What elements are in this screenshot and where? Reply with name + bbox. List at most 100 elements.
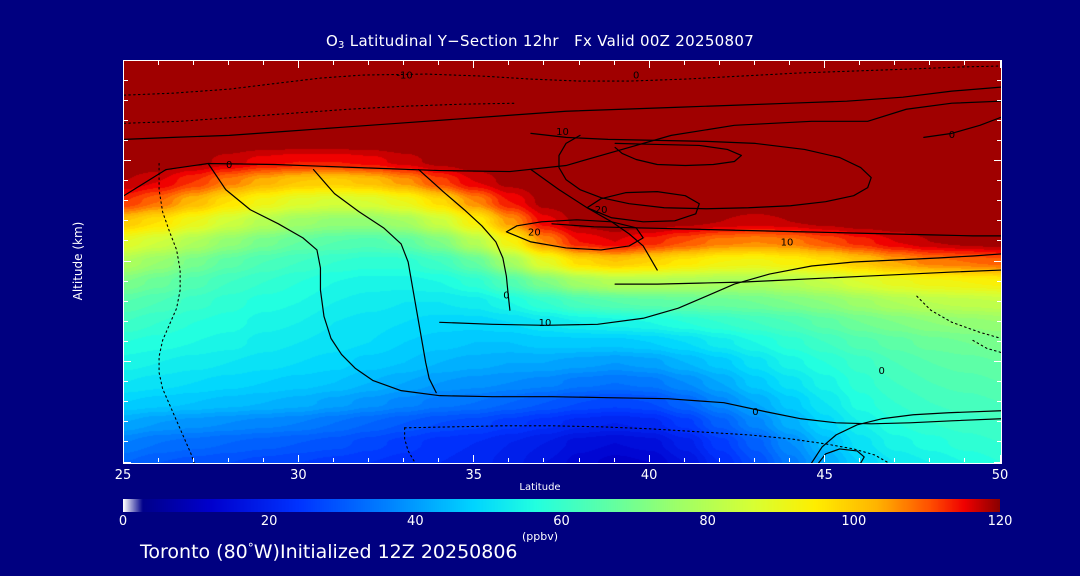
contour-line <box>439 253 1001 326</box>
contour-label: 20 <box>528 227 541 238</box>
x-minor-tick <box>508 458 510 462</box>
y-minor-tick <box>124 200 128 202</box>
contour-line <box>530 168 658 271</box>
contour-line <box>124 86 1001 140</box>
colorbar-tick-label: 0 <box>118 514 128 529</box>
x-minor-tick <box>859 458 861 462</box>
title-species: O <box>325 32 339 50</box>
colorbar-tick-label: 20 <box>260 514 278 529</box>
contour-label: 0 <box>633 71 639 82</box>
y-major-tick <box>124 260 131 262</box>
contour-label: 10 <box>539 318 552 329</box>
contour-label: 10 <box>781 237 794 248</box>
x-minor-tick-top <box>859 61 861 65</box>
contour-line <box>404 427 416 463</box>
contour-label: -10 <box>396 71 412 82</box>
x-minor-tick <box>368 458 370 462</box>
x-minor-tick-top <box>683 61 685 65</box>
x-minor-tick <box>543 458 545 462</box>
y-minor-tick-right <box>997 220 1001 222</box>
x-major-tick-top <box>122 61 124 68</box>
y-minor-tick-right <box>997 240 1001 242</box>
y-minor-tick-right <box>997 340 1001 342</box>
plot-area: 0 0 0 0 0 0 10 10 10 20 20 -10 <box>123 60 1002 464</box>
colorbar-tick-label: 100 <box>841 514 867 529</box>
x-tick-label: 50 <box>991 468 1009 483</box>
x-minor-tick-top <box>403 61 405 65</box>
y-minor-tick <box>124 119 128 121</box>
x-minor-tick <box>683 458 685 462</box>
colorbar-tick-label: 120 <box>987 514 1013 529</box>
y-minor-tick-right <box>997 280 1001 282</box>
y-major-tick-right <box>994 361 1001 362</box>
x-minor-tick-top <box>964 61 966 65</box>
title-species-subscript: 3 <box>338 40 345 51</box>
y-major-tick-right <box>994 260 1001 262</box>
contour-group-0: 0 0 0 0 0 0 <box>124 71 1001 463</box>
y-minor-tick-right <box>997 119 1001 121</box>
contour-line <box>124 100 1001 197</box>
contour-line <box>158 162 195 463</box>
x-minor-tick <box>753 458 755 462</box>
y-major-tick <box>124 160 131 161</box>
footer-station: Toronto (80 <box>140 541 248 563</box>
x-major-tick <box>999 455 1001 462</box>
y-major-tick <box>124 361 131 362</box>
contour-line <box>551 223 1001 237</box>
contour-line <box>923 116 1001 138</box>
x-minor-tick <box>227 458 229 462</box>
x-minor-tick <box>613 458 615 462</box>
contour-label: 0 <box>503 291 509 302</box>
contour-label: 0 <box>949 130 955 141</box>
x-minor-tick-top <box>262 61 264 65</box>
x-minor-tick <box>438 458 440 462</box>
contour-line <box>972 339 1001 353</box>
contour-line <box>207 162 1001 425</box>
x-minor-tick <box>929 458 931 462</box>
x-minor-tick <box>192 458 194 462</box>
x-major-tick-top <box>648 61 650 68</box>
x-minor-tick <box>332 458 334 462</box>
x-tick-label: 45 <box>816 468 833 483</box>
x-major-tick <box>824 455 826 462</box>
contour-line <box>505 219 644 251</box>
colorbar-tick-label: 60 <box>553 514 570 529</box>
x-minor-tick-top <box>718 61 720 65</box>
x-major-tick-top <box>999 61 1001 68</box>
y-minor-tick-right <box>997 79 1001 81</box>
y-minor-tick-right <box>997 180 1001 182</box>
contour-line <box>124 65 1001 96</box>
x-minor-tick-top <box>192 61 194 65</box>
x-tick-label: 30 <box>290 468 307 483</box>
contour-label: 10 <box>556 127 569 138</box>
contour-line <box>810 410 1001 463</box>
x-minor-tick-top <box>929 61 931 65</box>
figure-footer: Toronto (80°W)Initialized 12Z 20250806 <box>140 541 518 563</box>
y-major-tick-right <box>994 461 1001 463</box>
y-minor-tick <box>124 300 128 302</box>
colorbar-tick-label: 80 <box>699 514 716 529</box>
x-minor-tick-top <box>894 61 896 65</box>
x-minor-tick-top <box>613 61 615 65</box>
x-minor-tick <box>964 458 966 462</box>
x-minor-tick <box>578 458 580 462</box>
y-minor-tick <box>124 280 128 282</box>
figure-title: O3 Latitudinal Y−Section 12hr Fx Valid 0… <box>0 32 1080 51</box>
x-minor-tick-top <box>227 61 229 65</box>
footer-rest: W)Initialized 12Z 20250806 <box>253 541 518 563</box>
contour-line <box>916 295 1001 339</box>
x-major-tick-top <box>824 61 826 68</box>
y-minor-tick <box>124 441 128 443</box>
x-minor-tick-top <box>508 61 510 65</box>
x-minor-tick <box>789 458 791 462</box>
contour-line <box>614 142 743 167</box>
contour-line <box>614 269 1001 285</box>
contour-group-neg10: -10 <box>124 65 1001 463</box>
y-minor-tick-right <box>997 421 1001 423</box>
contour-line <box>586 191 700 223</box>
x-minor-tick <box>718 458 720 462</box>
colorbar-gradient <box>123 499 1000 512</box>
contour-line <box>124 102 518 124</box>
